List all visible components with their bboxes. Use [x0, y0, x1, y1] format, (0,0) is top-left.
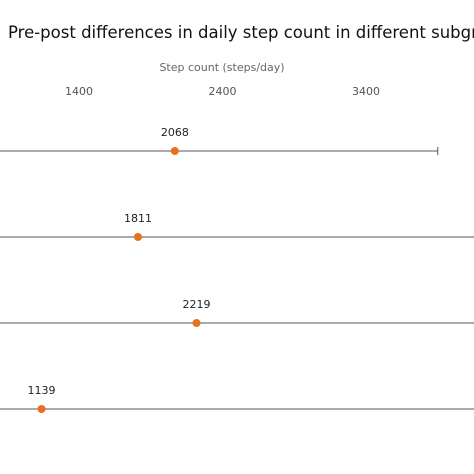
x-tick-label: 2400 [209, 85, 237, 98]
point-estimate-marker [133, 233, 142, 241]
data-label: 1139 [28, 384, 56, 397]
plot-row: 1811 [0, 212, 474, 241]
point-estimate-marker [37, 405, 46, 413]
x-axis-ticks: 1400 2400 3400 [65, 85, 380, 98]
plot-rows: 2068 1811 2219 1139 [0, 126, 474, 413]
plot-row: 2068 [0, 126, 439, 155]
chart-title: Pre-post differences in daily step count… [8, 23, 474, 42]
x-tick-label: 3400 [352, 85, 380, 98]
x-axis-label: Step count (steps/day) [159, 61, 284, 74]
point-estimate-marker [192, 319, 201, 327]
data-label: 2068 [161, 126, 189, 139]
point-estimate-marker [170, 147, 179, 155]
data-label: 2219 [183, 298, 211, 311]
data-label: 1811 [124, 212, 152, 225]
plot-row: 1139 [0, 384, 474, 413]
plot-row: 2219 [0, 298, 474, 327]
x-tick-label: 1400 [65, 85, 93, 98]
